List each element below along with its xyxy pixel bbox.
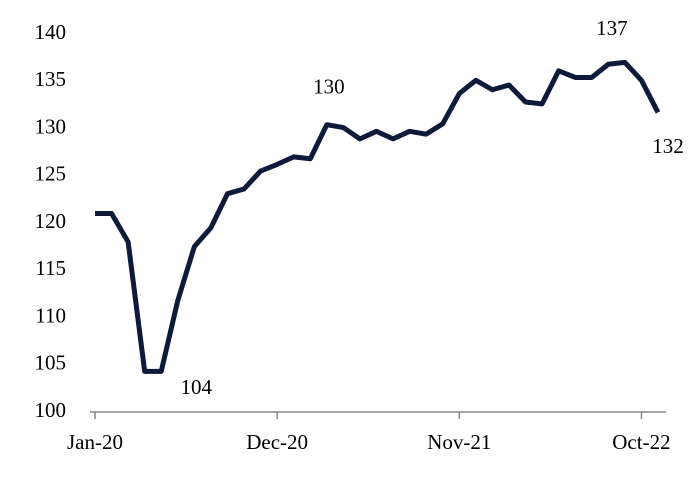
x-tick-label: Dec-20 (246, 430, 308, 454)
y-tick-label: 115 (35, 256, 66, 280)
x-tick-label: Nov-21 (427, 430, 491, 454)
line (95, 59, 661, 374)
y-tick-label: 135 (35, 67, 67, 91)
y-tick-label: 120 (35, 209, 67, 233)
data-label: 137 (596, 16, 628, 40)
x-tick-label: Oct-22 (612, 430, 670, 454)
y-tick-label: 125 (35, 162, 67, 186)
x-tick-label: Jan-20 (67, 430, 123, 454)
data-label: 130 (313, 75, 345, 99)
y-tick-label: 105 (35, 351, 67, 375)
data-label: 104 (180, 375, 212, 399)
y-tick-label: 100 (35, 398, 67, 422)
y-tick-label: 130 (35, 114, 67, 138)
data-label: 132 (652, 134, 684, 158)
y-tick-label: 140 (35, 20, 67, 44)
y-tick-label: 110 (35, 303, 66, 327)
